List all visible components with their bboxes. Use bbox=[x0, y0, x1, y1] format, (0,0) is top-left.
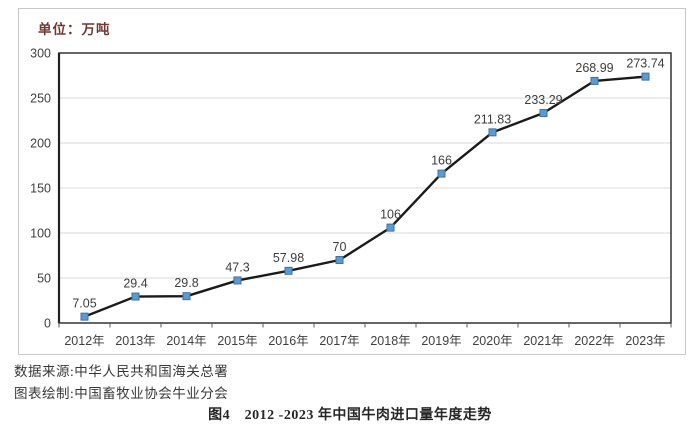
x-axis-tick-label: 2012年 bbox=[64, 334, 104, 348]
data-point-marker bbox=[641, 72, 650, 81]
data-point-marker bbox=[386, 223, 395, 232]
data-point-marker bbox=[437, 169, 446, 178]
y-axis-tick-label: 300 bbox=[30, 47, 51, 61]
x-axis-tick-label: 2013年 bbox=[115, 334, 155, 348]
data-point-marker bbox=[488, 128, 497, 137]
x-axis-tick-label: 2014年 bbox=[166, 334, 206, 348]
data-label: 47.3 bbox=[225, 260, 249, 274]
data-point-marker bbox=[233, 276, 242, 285]
y-axis-tick-label: 100 bbox=[30, 227, 51, 241]
x-axis-tick-label: 2021年 bbox=[523, 334, 563, 348]
figure-caption: 图4 2012 -2023 年中国牛肉进口量年度走势 bbox=[208, 408, 492, 423]
x-axis-tick-label: 2023年 bbox=[625, 334, 665, 348]
x-axis-tick-label: 2015年 bbox=[217, 334, 257, 348]
y-axis-tick-label: 0 bbox=[44, 317, 51, 331]
chart-credit-line: 图表绘制:中国畜牧业协会牛业分会 bbox=[14, 386, 229, 401]
line-chart: 0 50 100 150 200 250 300 2012年 2013年 2014年 2015年 20… bbox=[30, 47, 672, 348]
data-label: 7.05 bbox=[72, 297, 96, 311]
data-label: 70 bbox=[333, 240, 347, 254]
data-point-marker bbox=[590, 76, 599, 85]
y-axis-tick-label: 50 bbox=[37, 272, 51, 286]
data-label: 268.99 bbox=[575, 61, 613, 75]
data-label: 29.8 bbox=[174, 276, 198, 290]
x-axis-tick-label: 2017年 bbox=[319, 334, 359, 348]
x-axis-tick-label: 2022年 bbox=[574, 334, 614, 348]
x-axis-tick-label: 2020年 bbox=[472, 334, 512, 348]
y-axis-tick-label: 150 bbox=[30, 182, 51, 196]
data-label: 273.74 bbox=[626, 57, 664, 71]
data-point-marker bbox=[335, 256, 344, 264]
data-label: 57.98 bbox=[273, 251, 304, 265]
data-label: 211.83 bbox=[474, 112, 511, 126]
data-label: 166 bbox=[431, 154, 452, 168]
x-axis-tick-label: 2016年 bbox=[268, 334, 308, 348]
data-label: 233.29 bbox=[524, 93, 562, 107]
data-point-marker bbox=[539, 109, 548, 118]
unit-label: 单位：万吨 bbox=[38, 22, 111, 37]
data-line bbox=[84, 75, 646, 318]
data-label: 29.4 bbox=[123, 277, 147, 291]
chart-frame: 单位：万吨 0 50 100 150 200 250 300 2012年 2013年 2014年 2… bbox=[18, 8, 686, 355]
data-label: 106 bbox=[380, 208, 401, 222]
x-axis-tick-label: 2018年 bbox=[370, 334, 410, 348]
y-axis-tick-label: 200 bbox=[30, 137, 51, 151]
data-source-line: 数据来源:中华人民共和国海关总署 bbox=[14, 364, 229, 379]
y-axis-tick-label: 250 bbox=[30, 92, 51, 106]
x-axis-tick-label: 2019年 bbox=[421, 334, 461, 348]
data-point-marker bbox=[131, 292, 140, 301]
data-point-marker bbox=[182, 292, 191, 301]
data-point-marker bbox=[80, 312, 89, 321]
data-point-marker bbox=[284, 266, 293, 275]
